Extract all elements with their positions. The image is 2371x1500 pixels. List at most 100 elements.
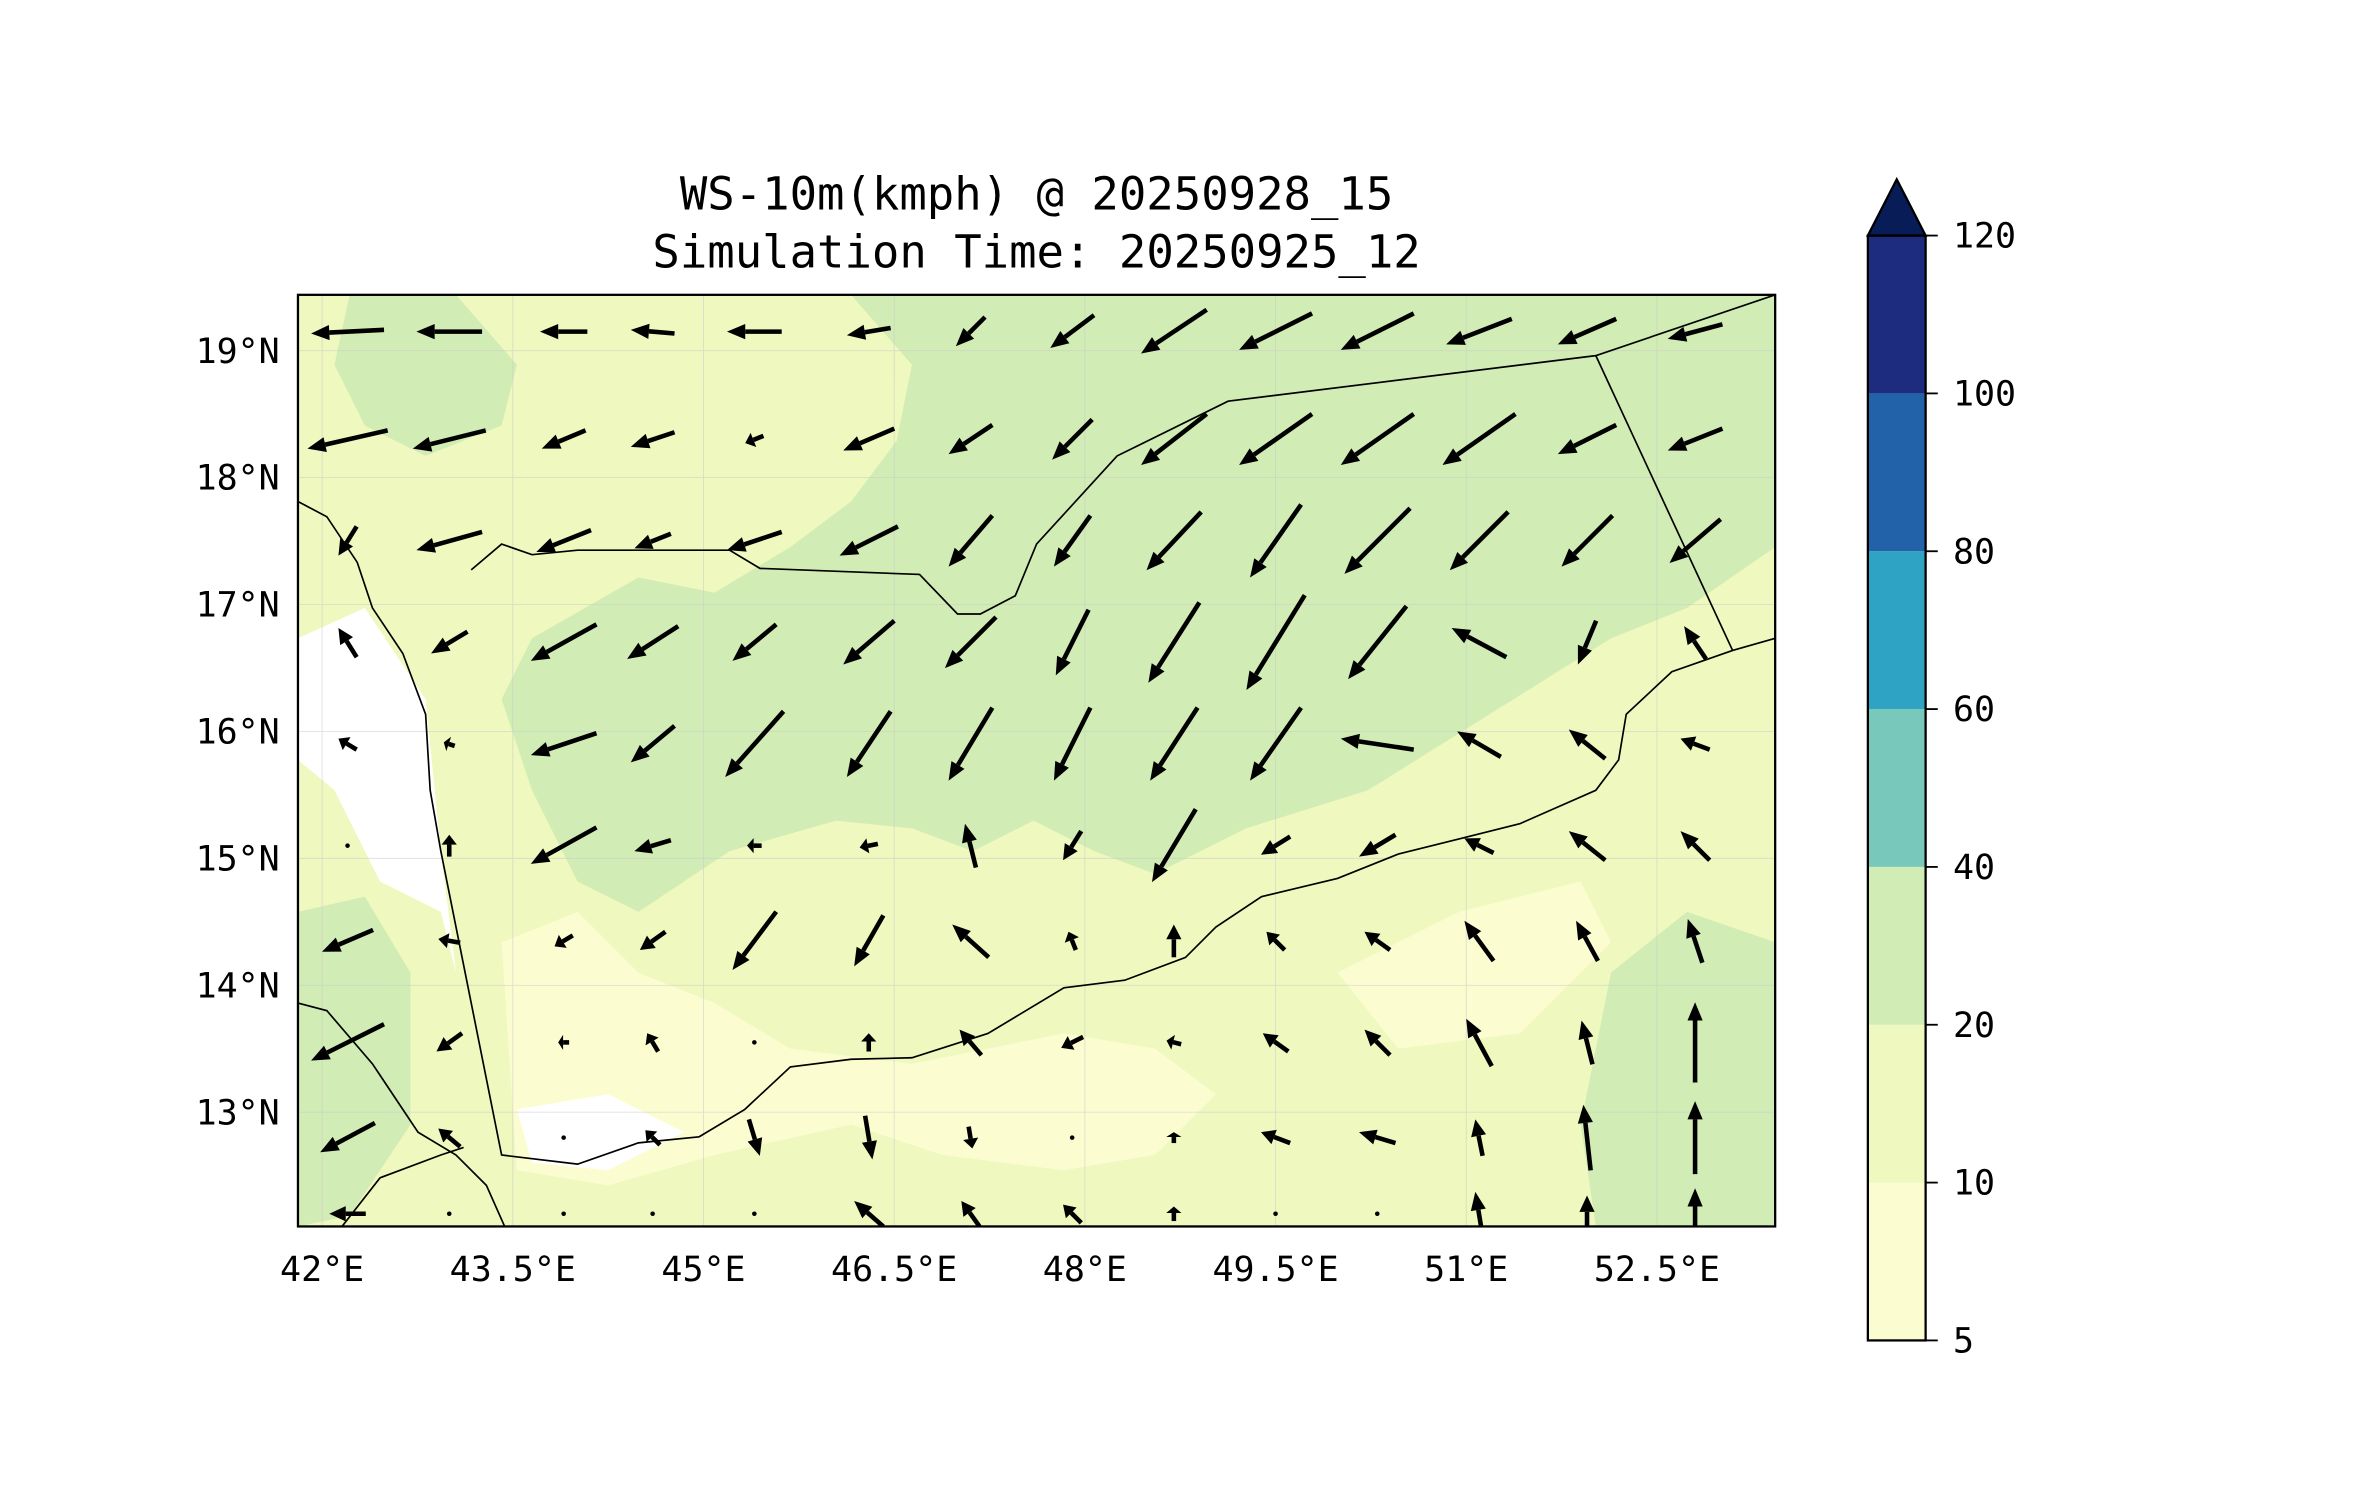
contour-20-40-north xyxy=(501,294,1776,912)
wind-arrow xyxy=(558,1034,570,1051)
wind-vectors xyxy=(307,307,1724,1227)
wind-arrow xyxy=(1680,831,1712,862)
wind-arrow xyxy=(446,1211,452,1217)
wind-arrow xyxy=(438,933,461,949)
x-tick-label: 52.5°E xyxy=(1594,1250,1720,1290)
wind-arrow xyxy=(859,838,879,854)
wind-arrow xyxy=(846,324,892,340)
wind-arrow xyxy=(732,622,778,661)
wind-arrow xyxy=(1340,733,1415,752)
wind-arrow xyxy=(639,929,667,950)
wind-arrow xyxy=(441,834,457,857)
y-tick-label: 16°N xyxy=(196,713,280,753)
y-tick-label: 18°N xyxy=(196,459,280,499)
contour-5-10-south xyxy=(501,911,1216,1186)
wind-arrow xyxy=(1166,1034,1182,1050)
wind-arrow xyxy=(1568,831,1607,863)
wind-arrow xyxy=(1148,601,1202,683)
wind-arrow xyxy=(1470,1191,1486,1227)
wind-arrow xyxy=(1063,1204,1083,1225)
wind-arrow xyxy=(1686,918,1705,964)
wind-arrow xyxy=(1364,931,1392,952)
wind-arrow xyxy=(634,531,672,549)
x-axis-ticks: 42°E 43.5°E 45°E 46.5°E 48°E 49.5°E 51°E 52.5°E xyxy=(280,1250,1720,1290)
wind-arrow xyxy=(412,428,487,452)
contour-below-5-gulf xyxy=(516,1094,684,1171)
wind-arrow xyxy=(861,1033,877,1052)
wind-arrow xyxy=(726,529,783,552)
wind-arrow xyxy=(1053,514,1093,567)
wind-arrow xyxy=(961,1200,982,1227)
wind-arrow xyxy=(1050,313,1096,349)
y-tick-label: 19°N xyxy=(196,332,280,372)
contour-below-5-redsea xyxy=(297,607,457,973)
contour-20-40-southeast xyxy=(1580,911,1776,1227)
wind-arrow xyxy=(1052,417,1094,460)
contour-20-40-africa xyxy=(297,896,411,1227)
wind-arrow xyxy=(1166,1132,1182,1144)
wind-arrow xyxy=(1166,1206,1182,1222)
wind-arrow xyxy=(1359,832,1397,857)
wind-arrow xyxy=(1262,1033,1290,1054)
wind-arrow xyxy=(561,1211,566,1217)
wind-arrow xyxy=(630,430,676,449)
arabian-coastline xyxy=(297,500,1776,1165)
wind-arrow xyxy=(752,1040,757,1045)
wind-arrow xyxy=(1667,426,1724,451)
wind-arrow xyxy=(1578,1020,1595,1065)
wind-arrow xyxy=(1348,604,1409,680)
colorbar-tick-label: 80 xyxy=(1953,532,1995,572)
wind-arrow xyxy=(1557,316,1618,345)
wind-arrow xyxy=(1561,513,1615,567)
wind-arrow xyxy=(1446,316,1513,345)
wind-arrow xyxy=(1464,838,1495,856)
african-border xyxy=(341,1146,464,1227)
wind-arrow xyxy=(839,524,899,556)
wind-arrow xyxy=(530,622,598,661)
y-tick-label: 14°N xyxy=(196,966,280,1006)
wind-arrow xyxy=(726,324,782,340)
wind-arrow xyxy=(1166,924,1182,958)
x-tick-label: 45°E xyxy=(661,1250,745,1290)
wind-arrow xyxy=(1457,731,1502,759)
colorbar-tick-label: 10 xyxy=(1953,1164,1995,1204)
wind-arrow xyxy=(948,706,995,781)
wind-arrow xyxy=(1069,1135,1075,1140)
wind-arrow xyxy=(630,323,675,339)
wind-arrow xyxy=(962,823,979,869)
wind-arrow xyxy=(846,710,893,777)
x-tick-label: 51°E xyxy=(1424,1250,1508,1290)
wind-arrow xyxy=(436,1031,464,1052)
wind-arrow xyxy=(438,1128,462,1149)
wind-arrow xyxy=(416,529,483,553)
wind-arrow xyxy=(1577,1104,1593,1171)
wind-arrow xyxy=(1340,311,1415,350)
colorbar-segment xyxy=(1867,551,1926,710)
wind-arrow xyxy=(307,428,389,453)
wind-arrow xyxy=(1141,412,1209,466)
wind-arrow xyxy=(541,428,587,449)
x-tick-label: 46.5°E xyxy=(831,1250,957,1290)
colorbar-segment xyxy=(1867,393,1926,552)
wind-arrow xyxy=(1687,1188,1703,1227)
wind-arrow xyxy=(1466,1018,1494,1068)
contour-20-40-northwest xyxy=(334,294,517,456)
wind-arrow xyxy=(952,924,991,959)
coastlines xyxy=(297,294,1776,1227)
wind-arrow xyxy=(1246,593,1307,691)
colorbar-tick-label: 20 xyxy=(1953,1006,1995,1046)
wind-arrow xyxy=(1374,1211,1380,1217)
wind-arrow xyxy=(1146,510,1203,571)
colorbar-tick-label: 60 xyxy=(1953,690,1995,730)
wind-arrow xyxy=(752,1211,757,1217)
wind-arrow xyxy=(443,736,456,752)
wind-arrow xyxy=(1344,506,1412,574)
colorbar-segment xyxy=(1867,1024,1926,1183)
wind-arrow xyxy=(1273,1211,1278,1217)
wind-arrow xyxy=(1667,322,1724,342)
x-tick-label: 49.5°E xyxy=(1212,1250,1338,1290)
wind-arrow xyxy=(1684,626,1708,661)
colorbar-segment xyxy=(1867,235,1926,394)
contour-5-10-east xyxy=(1337,881,1612,1049)
